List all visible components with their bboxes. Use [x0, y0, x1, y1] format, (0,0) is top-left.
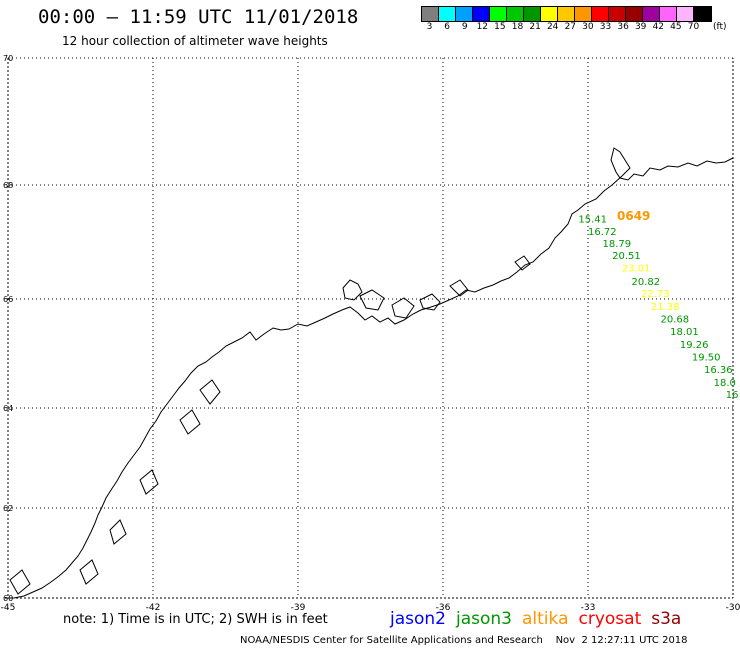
swh-value: 18.01: [670, 327, 699, 338]
lat-tick-label: 64: [3, 404, 13, 413]
satellite-label: cryosat: [578, 609, 642, 629]
satellite-label: s3a: [651, 609, 682, 629]
coastline-fjords: [9, 255, 531, 595]
legend-label: 39: [634, 22, 647, 32]
legend-label: 24: [546, 22, 559, 32]
map-grid: [7, 57, 734, 599]
swh-value: 22.73: [641, 289, 670, 300]
lon-tick-label: -36: [436, 603, 451, 613]
lon-tick-label: -39: [291, 603, 306, 613]
legend-label: 33: [599, 22, 612, 32]
swh-value: 20.51: [612, 251, 641, 262]
lon-tick-label: -42: [146, 603, 161, 613]
satellite-label: jason3: [456, 609, 512, 629]
legend-swatch: [609, 7, 626, 21]
legend-swatch: [456, 7, 473, 21]
legend-swatch: [507, 7, 524, 21]
legend-swatch: [473, 7, 490, 21]
satellite-legend: jason2 jason3 altika cryosat s3a: [390, 609, 691, 629]
legend-label: 30: [582, 22, 594, 32]
map-frame: [7, 57, 734, 599]
pass-time-label: 0649: [617, 209, 650, 223]
legend-swatch: [558, 7, 575, 21]
swh-value: 21.38: [651, 302, 680, 313]
legend-label: 18: [511, 22, 524, 32]
legend-label: 70: [687, 22, 700, 32]
swh-value: 16.36: [704, 365, 733, 376]
legend-swatch: [541, 7, 558, 21]
swh-value: 19.26: [680, 340, 709, 351]
legend-swatch: [677, 7, 694, 21]
legend-label: 36: [617, 22, 629, 32]
page-title: 00:00 – 11:59 UTC 11/01/2018: [38, 6, 359, 28]
legend-swatch: [643, 7, 660, 21]
legend-label: 42: [652, 22, 665, 32]
page-subtitle: 12 hour collection of altimeter wave hei…: [62, 34, 328, 48]
axis-tick-labels: -45 -42 -39 -36 -33 -30 60 62 64 66 68 70: [1, 54, 740, 613]
legend-label: 27: [564, 22, 577, 32]
legend-swatch: [592, 7, 609, 21]
lat-tick-label: 68: [3, 181, 13, 190]
legend-swatch: [660, 7, 677, 21]
lon-tick-label: -45: [1, 603, 16, 613]
legend-swatch: [422, 7, 439, 21]
lat-tick-label: 70: [3, 54, 13, 63]
legend-swatch: [439, 7, 456, 21]
swh-value: 23.01: [622, 263, 651, 274]
swh-value: 16: [726, 390, 739, 401]
satellite-label: jason2: [390, 609, 446, 629]
lat-tick-label: 60: [3, 594, 13, 603]
legend-label: 3: [426, 22, 433, 32]
legend-swatch: [626, 7, 643, 21]
swh-value: 19.50: [692, 352, 721, 363]
legend-label: 45: [670, 22, 682, 32]
satellite-label: altika: [522, 609, 569, 629]
lat-tick-label: 66: [3, 295, 13, 304]
lon-tick-label: -33: [581, 603, 596, 613]
footer-credit: NOAA/NESDIS Center for Satellite Applica…: [240, 635, 688, 646]
color-legend-labels: 3 6 9 12 15 18 21 24 27 30 33 36 39 42 45 70: [421, 22, 740, 34]
swh-value: 20.82: [632, 277, 661, 288]
lat-tick-label: 62: [3, 504, 13, 513]
swh-value: 16.72: [588, 227, 617, 238]
legend-label: 12: [476, 22, 489, 32]
legend-swatch: [694, 7, 711, 21]
swh-value: 20.68: [661, 315, 690, 326]
legend-swatch: [575, 7, 592, 21]
color-legend: [421, 6, 712, 22]
legend-label: 15: [494, 22, 506, 32]
legend-label: 6: [444, 22, 450, 32]
legend-label: 21: [529, 22, 541, 32]
lon-tick-label: -30: [726, 603, 740, 613]
legend-label: 9: [461, 22, 468, 32]
greenland-coastline: [5, 147, 734, 599]
footer-note: note: 1) Time is in UTC; 2) SWH is in fe…: [63, 612, 328, 627]
legend-swatch: [524, 7, 541, 21]
swh-value: 15.41: [578, 215, 607, 226]
legend-unit: (ft): [713, 22, 727, 32]
swh-value: 18.0: [714, 378, 736, 389]
legend-swatch: [490, 7, 507, 21]
swh-value: 18.79: [603, 239, 632, 250]
